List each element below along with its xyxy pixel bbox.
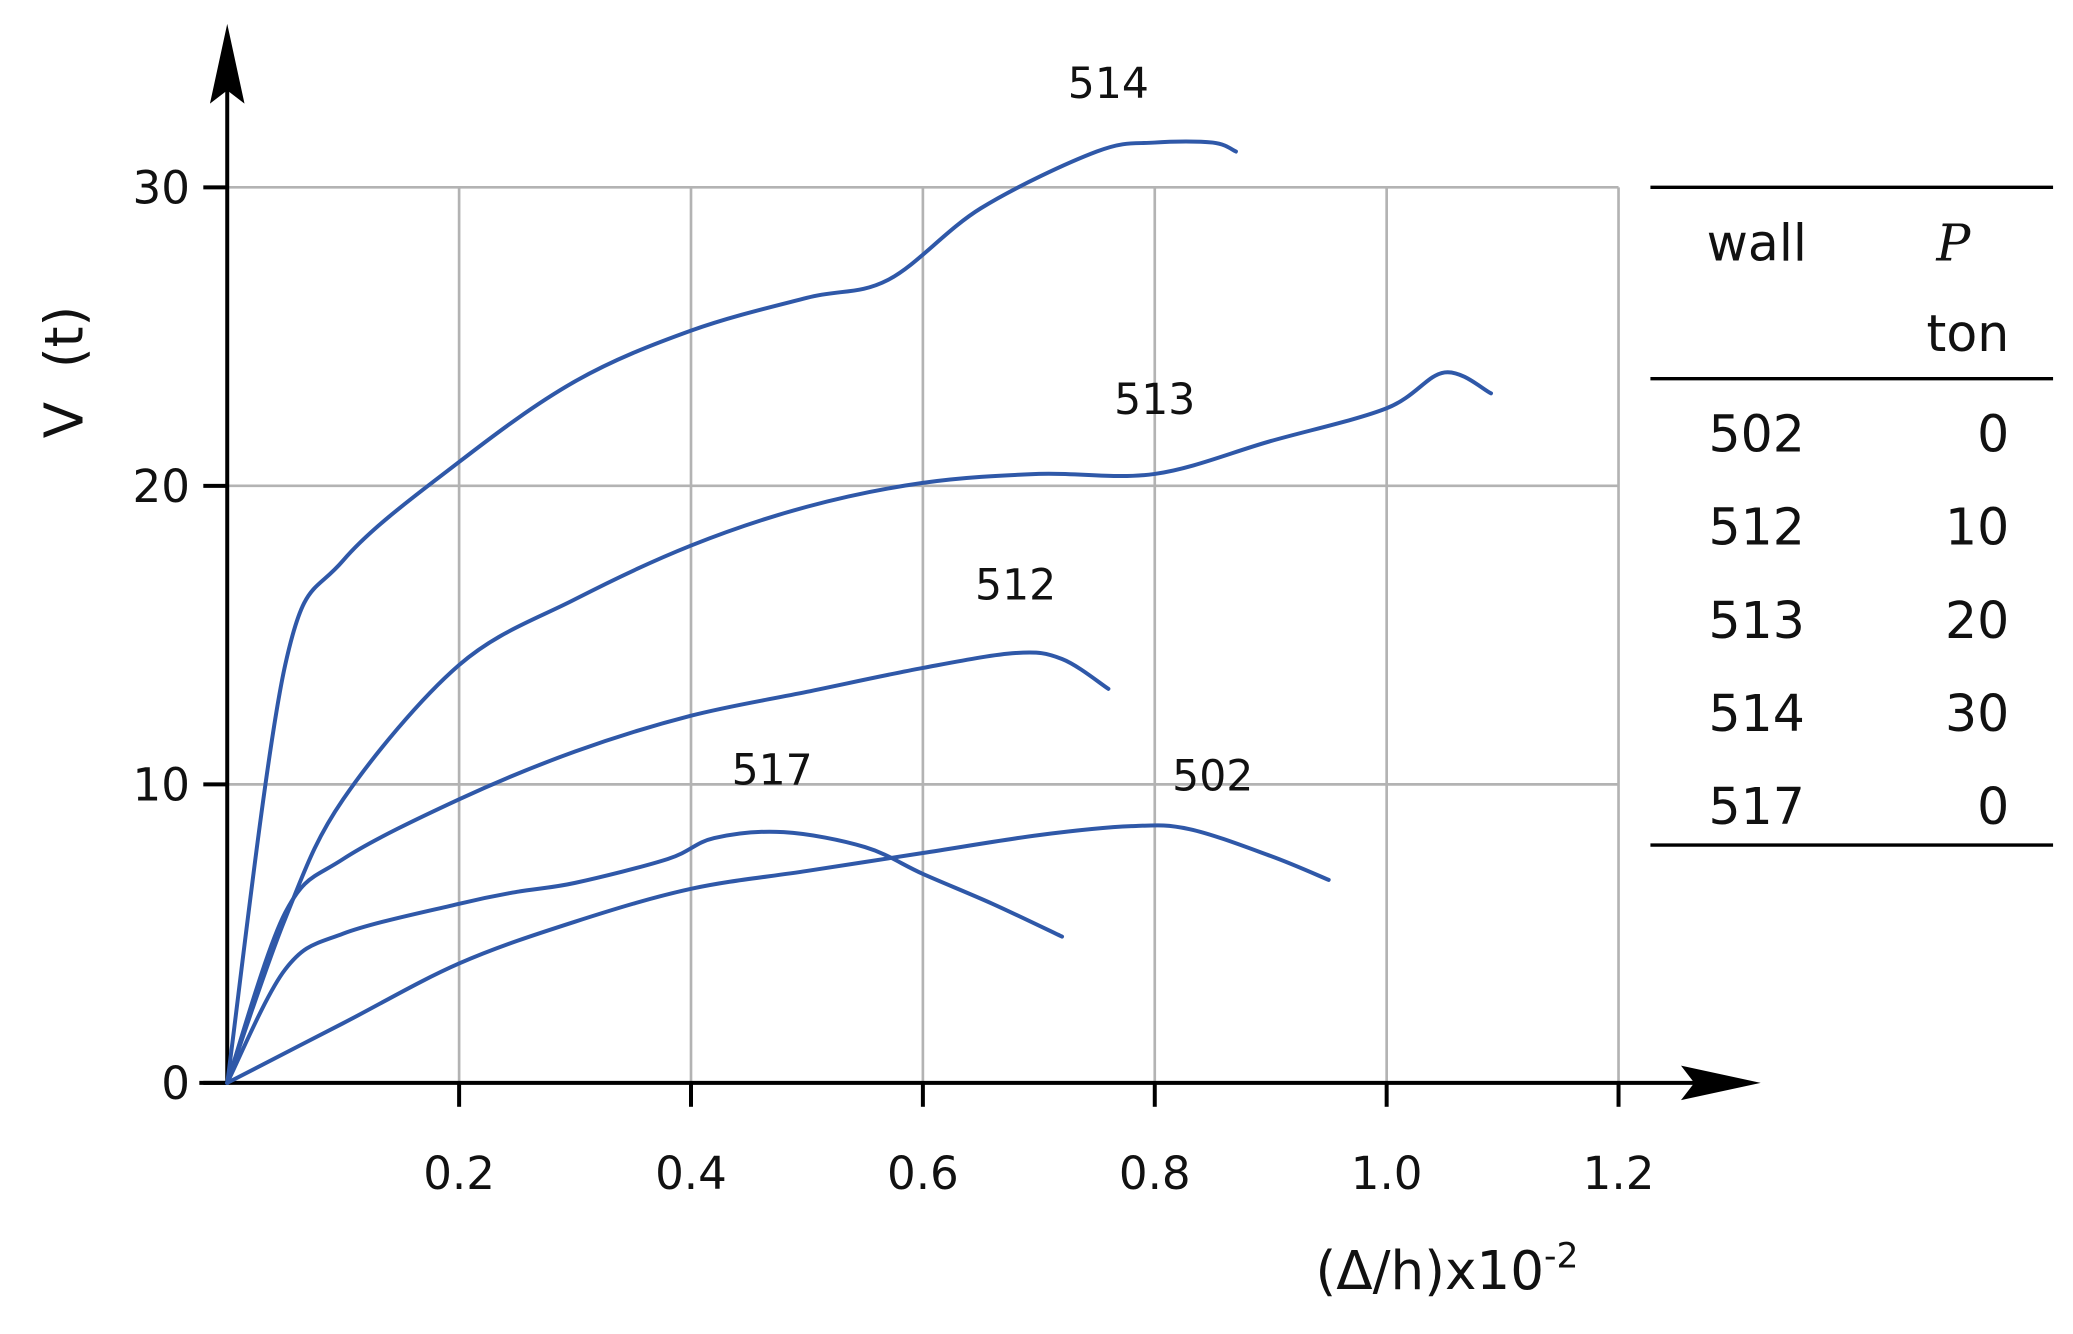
table-cell-wall: 512	[1709, 498, 1805, 557]
table-cell-wall: 513	[1709, 591, 1805, 650]
curves	[225, 139, 1493, 1085]
table-cell-wall: 517	[1709, 777, 1805, 836]
table-header-wall: wall	[1707, 213, 1807, 272]
table-cell-wall: 514	[1709, 684, 1805, 743]
curve-514	[225, 139, 1238, 1085]
curve-label-512: 512	[975, 561, 1056, 610]
x-tick-labels: 0.2 0.4 0.6 0.8 1.0 1.2	[423, 1147, 1654, 1200]
x-tick-label: 0.8	[1119, 1147, 1191, 1200]
y-tick-label: 20	[133, 460, 190, 513]
table-cell-p: 0	[1977, 777, 2009, 836]
x-tick-label: 0.4	[655, 1147, 727, 1200]
curve-label-502: 502	[1172, 752, 1253, 801]
curve-label-513: 513	[1114, 376, 1195, 425]
curve-502	[225, 823, 1331, 1085]
curve-labels: 514 513 512 517 502	[732, 60, 1254, 802]
y-tick-label: 0	[161, 1057, 190, 1110]
y-tick-labels: 0 10 20 30	[133, 161, 190, 1110]
x-tick-label: 0.2	[423, 1147, 495, 1200]
y-axis-label: V (t)	[33, 306, 95, 438]
x-tick-label: 1.0	[1351, 1147, 1423, 1200]
x-tick-label: 1.2	[1583, 1147, 1655, 1200]
grid-lines	[203, 185, 1621, 1107]
table-cell-p: 30	[1945, 684, 2009, 743]
table-cell-wall: 502	[1709, 405, 1805, 464]
curve-517	[225, 829, 1065, 1085]
table-subheader-unit: ton	[1927, 304, 2010, 363]
table-cell-p: 10	[1945, 498, 2009, 557]
curve-label-514: 514	[1068, 60, 1149, 109]
x-tick-label: 0.6	[887, 1147, 959, 1200]
curve-512	[225, 650, 1111, 1085]
y-tick-label: 10	[133, 758, 190, 811]
curve-label-517: 517	[732, 746, 813, 795]
x-axis-label: (Δ/h)x10-2	[1316, 1237, 1579, 1302]
table-header-p: P	[1935, 213, 1971, 272]
table-cell-p: 20	[1945, 591, 2009, 650]
y-tick-label: 30	[133, 161, 190, 214]
table-cell-p: 0	[1977, 405, 2009, 464]
axes	[199, 23, 1761, 1101]
curve-513	[225, 370, 1493, 1085]
y-axis-arrow-icon	[209, 23, 245, 104]
x-axis-arrow-icon	[1680, 1065, 1761, 1101]
